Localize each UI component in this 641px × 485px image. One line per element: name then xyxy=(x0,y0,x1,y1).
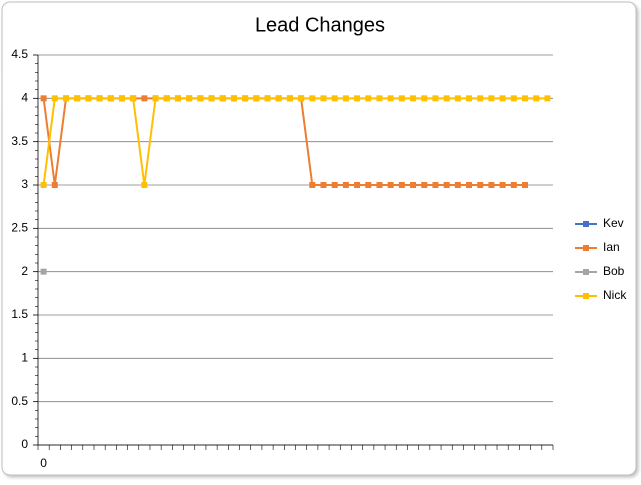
point-marker xyxy=(96,95,103,102)
point-marker xyxy=(387,95,394,102)
point-marker xyxy=(499,182,506,188)
point-marker xyxy=(40,182,47,188)
point-marker xyxy=(354,95,361,102)
point-marker xyxy=(354,182,361,188)
point-marker xyxy=(533,95,540,102)
point-marker xyxy=(62,95,69,102)
legend-label: Nick xyxy=(603,288,627,302)
point-marker xyxy=(141,182,148,188)
y-tick-label: 4 xyxy=(21,91,28,105)
point-marker xyxy=(107,95,114,102)
point-marker xyxy=(253,95,260,102)
point-marker xyxy=(309,182,316,188)
point-marker xyxy=(320,95,327,102)
x-tick-label: 0 xyxy=(40,456,47,470)
y-tick-label: 3.5 xyxy=(11,134,28,148)
point-marker xyxy=(130,95,137,102)
legend-marker xyxy=(583,293,589,299)
legend-marker xyxy=(583,269,589,275)
y-tick-label: 1.5 xyxy=(11,307,28,321)
point-marker xyxy=(443,95,450,102)
point-marker xyxy=(331,95,338,102)
y-tick-label: 0.5 xyxy=(11,394,28,408)
point-marker xyxy=(522,182,529,188)
point-marker xyxy=(488,95,495,102)
point-marker xyxy=(454,95,461,102)
point-marker xyxy=(152,95,159,102)
point-marker xyxy=(40,95,47,102)
point-marker xyxy=(421,182,428,188)
y-tick-label: 3 xyxy=(21,177,28,191)
point-marker xyxy=(51,182,58,188)
legend-label: Bob xyxy=(603,264,625,278)
chart-frame xyxy=(1,1,637,476)
point-marker xyxy=(342,95,349,102)
point-marker xyxy=(51,95,58,102)
point-marker xyxy=(421,95,428,102)
point-marker xyxy=(432,182,439,188)
legend-label: Ian xyxy=(603,240,620,254)
point-marker xyxy=(510,182,517,188)
legend-marker xyxy=(583,221,589,227)
point-marker xyxy=(85,95,92,102)
point-marker xyxy=(510,95,517,102)
y-tick-label: 2.5 xyxy=(11,221,28,235)
point-marker xyxy=(499,95,506,102)
point-marker xyxy=(230,95,237,102)
y-tick-label: 0 xyxy=(21,437,28,451)
point-marker xyxy=(410,95,417,102)
point-marker xyxy=(466,182,473,188)
point-marker xyxy=(432,95,439,102)
legend-label: Kev xyxy=(603,216,624,230)
point-marker xyxy=(174,95,181,102)
point-marker xyxy=(410,182,417,188)
point-marker xyxy=(477,95,484,102)
point-marker xyxy=(118,95,125,102)
point-marker xyxy=(298,95,305,102)
point-marker xyxy=(186,95,193,102)
legend-marker xyxy=(583,245,589,251)
y-tick-label: 4.5 xyxy=(11,47,28,61)
point-marker xyxy=(398,95,405,102)
point-marker xyxy=(365,95,372,102)
point-marker xyxy=(454,182,461,188)
point-marker xyxy=(197,95,204,102)
point-marker xyxy=(488,182,495,188)
point-marker xyxy=(376,95,383,102)
point-marker xyxy=(398,182,405,188)
point-marker xyxy=(219,95,226,102)
point-marker xyxy=(286,95,293,102)
point-marker xyxy=(320,182,327,188)
point-marker xyxy=(387,182,394,188)
point-marker xyxy=(443,182,450,188)
point-marker xyxy=(342,182,349,188)
point-marker xyxy=(163,95,170,102)
point-marker xyxy=(40,268,47,275)
point-marker xyxy=(466,95,473,102)
y-tick-label: 2 xyxy=(21,264,28,278)
y-tick-label: 1 xyxy=(21,351,28,365)
point-marker xyxy=(309,95,316,102)
point-marker xyxy=(365,182,372,188)
point-marker xyxy=(141,95,148,102)
point-marker xyxy=(331,182,338,188)
point-marker xyxy=(275,95,282,102)
point-marker xyxy=(376,182,383,188)
point-marker xyxy=(477,182,484,188)
point-marker xyxy=(264,95,271,102)
chart-title: Lead Changes xyxy=(255,14,385,36)
series-line xyxy=(42,97,548,186)
point-marker xyxy=(522,95,529,102)
point-marker xyxy=(242,95,249,102)
point-marker xyxy=(74,95,81,102)
point-marker xyxy=(544,95,551,102)
point-marker xyxy=(208,95,215,102)
